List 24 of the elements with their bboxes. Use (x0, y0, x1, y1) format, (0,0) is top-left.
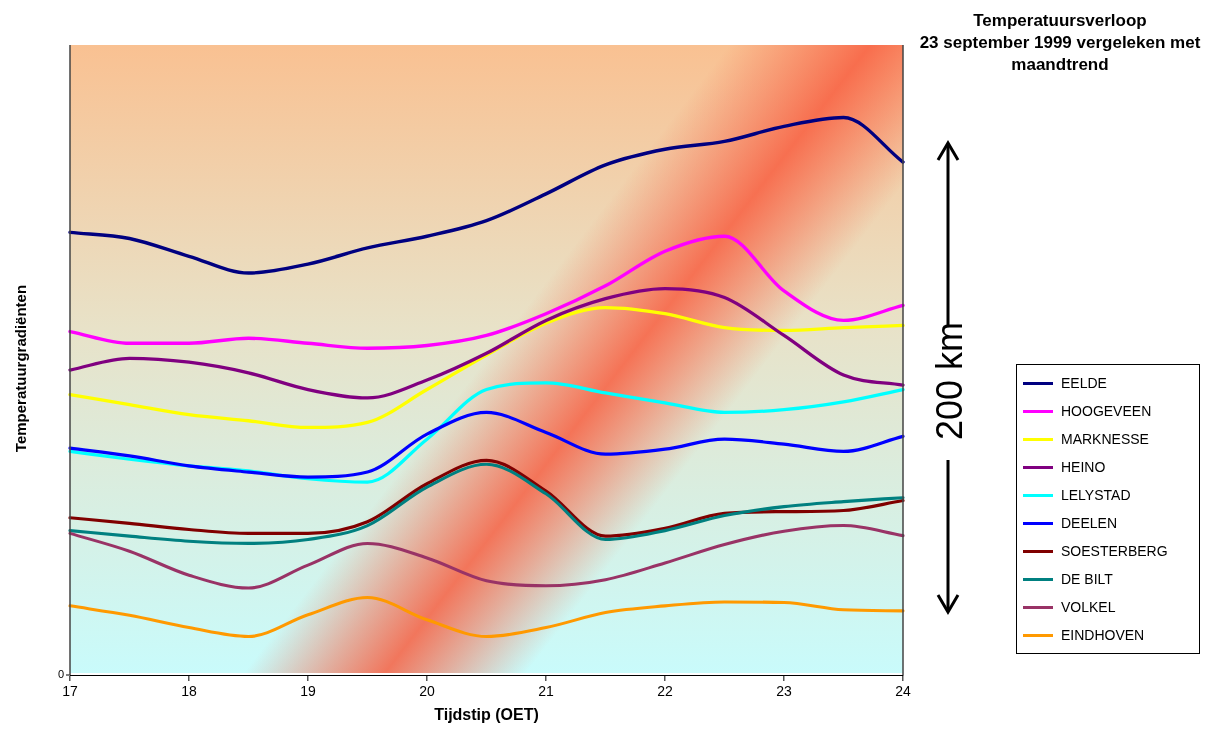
x-tick-label: 18 (181, 683, 197, 700)
text: 23 september 1999 vergeleken met maandtrend (919, 33, 1201, 74)
legend-label: DE BILT (1061, 571, 1113, 587)
x-tick-label: 19 (300, 683, 316, 700)
text: 0 (57, 668, 64, 681)
x-tick-label: 23 (776, 683, 792, 700)
legend-label: SOESTERBERG (1061, 543, 1168, 559)
text: 200 km (929, 320, 971, 443)
legend-label: LELYSTAD (1061, 487, 1131, 503)
legend-label: HEINO (1061, 459, 1106, 475)
legend-label: EINDHOVEN (1061, 627, 1145, 643)
legend-label: VOLKEL (1061, 599, 1116, 615)
legend-label: MARKNESSE (1061, 431, 1149, 447)
y-axis-title: Temperatuurgradiënten (11, 283, 29, 455)
legend-label: EELDE (1061, 375, 1107, 391)
x-tick-label: 22 (657, 683, 673, 700)
x-tick-label: 20 (419, 683, 435, 700)
x-tick-label: 24 (895, 683, 911, 700)
x-axis-title: Tijdstip (OET) (434, 705, 539, 723)
text: Temperatuursverloop (973, 11, 1147, 30)
legend-label: HOOGEVEEN (1061, 403, 1152, 419)
x-tick-label: 17 (62, 683, 78, 700)
x-tick-label: 21 (538, 683, 554, 700)
legend-label: DEELEN (1061, 515, 1118, 531)
